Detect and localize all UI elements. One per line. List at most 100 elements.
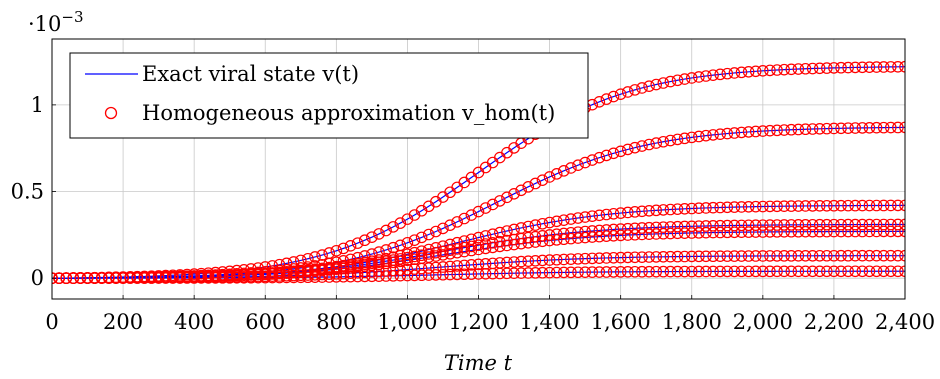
hom-series-marker-4 [785,219,798,231]
hom-series-marker-3 [742,200,755,213]
hom-series-marker-1 [735,66,748,79]
hom-series-marker-3 [792,200,805,212]
hom-series-marker-1 [664,75,677,88]
x-tick-label: 0 [45,310,58,334]
hom-series-marker-6 [735,250,748,262]
hom-series-marker-4 [877,218,890,231]
hom-series-marker-6 [892,249,904,262]
hom-series-marker-1 [373,228,385,240]
hom-series-marker-5 [629,228,641,241]
hom-series-marker-4 [884,218,897,231]
hom-series-marker-2 [892,121,904,134]
hom-series-marker-7 [159,272,172,284]
hom-series-marker-6 [408,263,421,275]
hom-series-marker-5 [863,225,876,238]
hom-series-marker-2 [458,212,471,225]
hom-series-marker-2 [629,141,641,154]
hom-series-marker-5 [373,258,385,271]
hom-series-marker-2 [693,130,705,143]
hom-series-marker-2 [863,122,876,134]
hom-series-marker-4 [842,218,854,231]
hom-series-marker-2 [430,225,442,238]
hom-series-marker-2 [472,205,485,218]
hom-series-marker-2 [657,135,670,148]
hom-series-marker-2 [586,154,599,166]
hom-series-marker-4 [856,218,869,231]
hom-series-marker-5 [600,230,613,242]
hom-series-marker-6 [799,250,812,262]
hom-series-marker-7 [650,265,663,278]
hom-series-marker-7 [245,271,257,284]
hom-series-marker-3 [529,219,542,231]
hom-series-marker-6 [849,249,862,262]
hom-series-marker-5 [714,226,726,239]
hom-series-marker-4 [799,218,812,231]
hom-series-marker-7 [280,271,293,284]
y-tick-label: 1 [31,93,44,117]
hom-series-marker-1 [771,64,783,76]
hom-series-marker-5 [366,259,378,272]
hom-series-marker-2 [785,123,798,136]
hom-series-marker-4 [508,233,520,246]
hom-series-marker-4 [629,222,641,235]
hom-series-marker-4 [621,222,634,235]
hom-series-marker-7 [678,265,691,278]
hom-series-marker-7 [366,270,378,283]
hom-series-marker-2 [650,137,663,149]
hom-series-marker-7 [465,268,478,280]
hom-series-marker-2 [870,121,883,134]
hom-series-marker-3 [387,251,399,264]
hom-series-marker-5 [728,226,741,239]
hom-series-marker-4 [401,251,414,264]
hom-series-marker-1 [892,61,904,73]
hom-series-marker-7 [892,265,904,278]
hom-series-marker-6 [430,261,442,274]
hom-series-marker-5 [394,255,407,268]
hom-series-marker-2 [437,222,449,235]
hom-series-marker-5 [472,243,485,256]
hom-series-marker-1 [643,80,655,92]
hom-series-marker-6 [323,268,336,280]
hom-series-marker-5 [593,230,606,243]
hom-series-marker-5 [586,231,599,243]
hom-series-marker-7 [593,266,606,278]
hom-series-marker-5 [707,226,719,239]
hom-series-marker-3 [842,199,854,212]
hom-series-marker-3 [693,202,705,215]
y-tick-label: 0.5 [11,180,44,204]
hom-series-marker-6 [422,262,435,274]
hom-series-marker-7 [607,266,620,278]
hom-series-marker-4 [693,220,705,232]
hom-series-marker-1 [394,217,407,229]
hom-series-marker-7 [543,266,556,279]
hom-series-marker-4 [600,224,613,236]
hom-series-marker-7 [181,272,193,284]
hom-series-marker-1 [330,244,343,257]
hom-series-marker-3 [749,200,762,213]
hom-series-marker-7 [806,265,819,278]
hom-series-marker-2 [678,132,691,145]
hom-series-marker-7 [209,272,222,284]
hom-series-marker-7 [771,265,783,278]
hom-series-marker-5 [877,225,890,238]
hom-series-marker-5 [501,239,513,252]
hom-series-marker-2 [515,184,527,197]
hom-series-marker-4 [586,225,599,237]
hom-series-marker-6 [821,249,833,262]
hom-series-marker-5 [636,228,648,241]
hom-series-marker-2 [501,191,513,204]
legend-label-hom: Homogeneous approximation v_hom(t) [142,101,555,125]
hom-series-marker-6 [671,250,684,263]
hom-series-marker-6 [813,249,826,262]
hom-series-marker-7 [657,265,670,278]
hom-series-marker-4 [714,219,726,232]
hom-series-marker-1 [742,66,755,78]
x-tick-label: 1,000 [377,310,437,334]
hom-series-marker-5 [479,242,492,255]
hom-series-marker-3 [536,217,549,230]
hom-series-marker-7 [117,272,129,284]
hom-series-marker-3 [565,213,577,225]
hom-series-marker-7 [856,265,869,278]
hom-series-marker-7 [764,265,776,278]
hom-series-marker-6 [757,250,769,262]
